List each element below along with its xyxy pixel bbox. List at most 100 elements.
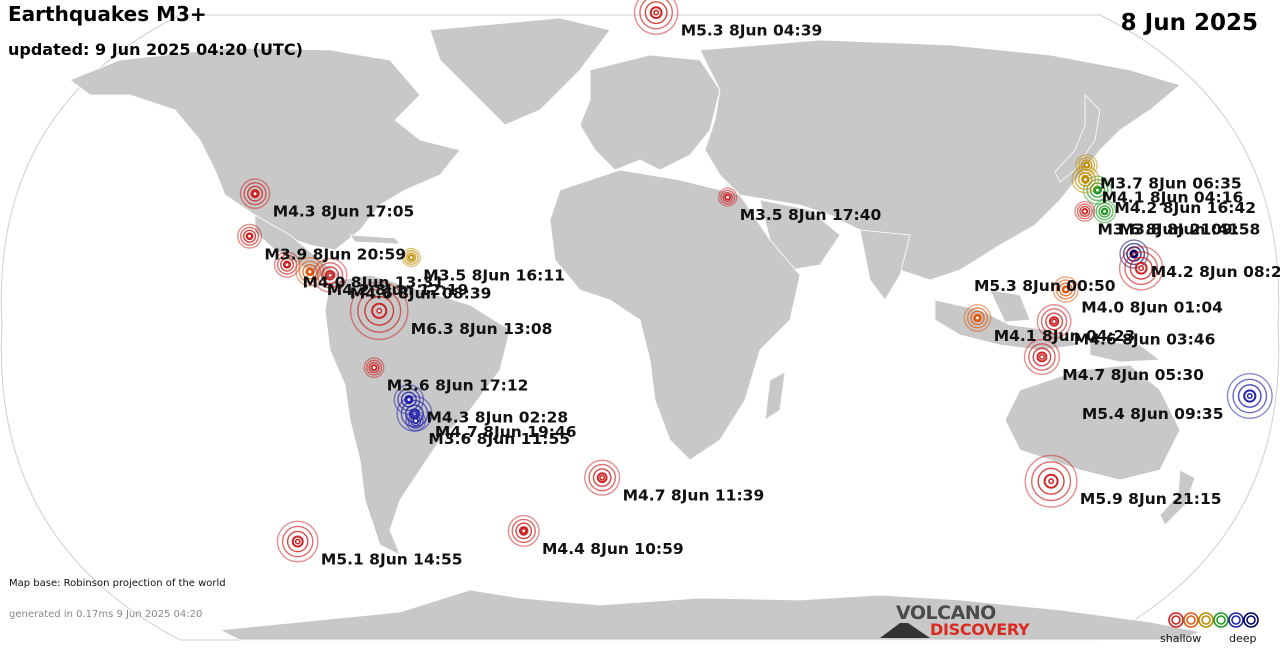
quake-label: M4.1 8Jun 04:23 — [994, 327, 1136, 345]
quake-ring — [406, 252, 417, 263]
quake-epicenter — [1081, 208, 1088, 215]
quake-marker[interactable] — [276, 520, 319, 563]
quake-marker[interactable] — [349, 281, 409, 341]
quake-epicenter — [1138, 265, 1145, 272]
quake-ring — [1036, 304, 1072, 339]
quake-label: M4.7 8Jun 05:30 — [1062, 366, 1204, 384]
quake-epicenter — [1048, 478, 1055, 485]
legend-ring — [1171, 615, 1181, 625]
quake-ring — [312, 257, 348, 293]
quake-ring — [1076, 203, 1093, 220]
quake-epicenter — [294, 538, 301, 545]
legend-ring — [1198, 612, 1214, 628]
quake-ring — [1079, 205, 1091, 218]
land-masses — [69, 17, 1202, 641]
quake-marker[interactable] — [312, 257, 348, 293]
quake-marker[interactable] — [1023, 338, 1061, 376]
quake-label: M4.7 8Jun 19:46 — [435, 423, 577, 441]
landmass-africa — [549, 169, 801, 461]
quake-ring — [722, 191, 733, 203]
quake-ring — [1086, 179, 1109, 202]
quake-ring — [363, 357, 385, 378]
volcano-discovery-logo[interactable]: VOLCANO DISCOVERY — [880, 602, 1040, 642]
quake-marker[interactable] — [401, 247, 421, 268]
quake-label: M4.6 8Jun 03:46 — [1074, 330, 1216, 348]
quake-marker[interactable] — [717, 187, 738, 207]
quake-epicenter — [653, 9, 660, 16]
quake-epicenter — [520, 527, 527, 534]
quake-ring — [1243, 389, 1257, 403]
quake-ring — [291, 535, 304, 548]
quake-ring — [584, 459, 621, 496]
quake-ring — [405, 410, 427, 432]
legend-ring — [1201, 615, 1211, 625]
quake-ring — [644, 1, 668, 25]
legend-ring — [1243, 612, 1259, 628]
quake-marker[interactable] — [1071, 165, 1100, 194]
quake-marker[interactable] — [273, 251, 301, 278]
quake-marker[interactable] — [1052, 276, 1079, 303]
quake-ring — [371, 302, 388, 319]
legend-ring — [1168, 612, 1184, 628]
landmass-antarctica — [218, 589, 1202, 641]
landmass-australia — [1004, 364, 1181, 481]
quake-label: M4.4 8Jun 10:59 — [542, 540, 684, 558]
quake-marker[interactable] — [1074, 200, 1096, 222]
quake-ring — [410, 415, 422, 427]
quake-epicenter — [371, 364, 378, 371]
quake-marker[interactable] — [1036, 304, 1072, 339]
quake-label: M4.6 8Jun 08:39 — [350, 284, 492, 302]
quake-ring — [298, 260, 322, 283]
quake-marker[interactable] — [633, 0, 679, 35]
quake-label: M3.6 8Jun 21:41 — [1098, 220, 1240, 238]
legend-ring — [1213, 612, 1229, 628]
landmass-europe — [579, 54, 721, 171]
quake-ring — [1023, 338, 1061, 376]
quake-ring — [515, 522, 533, 540]
quake-label: M4.2 8Jun 08:27 — [1151, 263, 1280, 281]
legend-ring — [1186, 615, 1196, 625]
quake-marker[interactable] — [1118, 245, 1164, 291]
quake-marker[interactable] — [295, 257, 325, 287]
quake-label: M3.5 8Jun 16:11 — [423, 267, 565, 285]
quake-marker[interactable] — [239, 178, 271, 209]
quake-marker[interactable] — [405, 410, 427, 432]
landmass-new-guinea — [1089, 339, 1162, 363]
quake-ring — [588, 463, 616, 492]
legend-ring — [1246, 615, 1256, 625]
quake-ring — [1226, 373, 1273, 420]
quake-ring — [1237, 384, 1262, 408]
quake-label: M4.1 8Jun 04:16 — [1102, 189, 1244, 207]
quake-marker[interactable] — [237, 223, 263, 249]
quake-marker[interactable] — [1024, 454, 1078, 508]
quake-ring — [295, 257, 325, 287]
generated-info: generated in 0.17ms 9 Jun 2025 04:20 — [9, 609, 203, 620]
quake-ring — [633, 0, 679, 35]
quake-ring — [973, 313, 982, 323]
quake-label: M5.1 8Jun 14:55 — [321, 551, 463, 569]
map-title: Earthquakes M3+ — [8, 2, 207, 26]
quake-marker[interactable] — [1092, 199, 1117, 224]
quake-ring — [639, 0, 674, 30]
quake-marker[interactable] — [963, 303, 992, 332]
quake-epicenter — [599, 474, 606, 481]
quake-marker[interactable] — [584, 459, 621, 496]
quake-ring — [368, 362, 380, 374]
quake-ring — [1061, 285, 1070, 294]
quake-label: M3.6 8Jun 11:55 — [428, 430, 570, 448]
quake-ring — [592, 468, 612, 488]
quake-label: M3.5 8Jun 17:40 — [740, 206, 882, 224]
quake-ring — [1134, 261, 1148, 275]
quake-ring — [507, 514, 540, 547]
quake-marker[interactable] — [507, 514, 540, 547]
logo-line-2: DISCOVERY — [930, 620, 1030, 639]
quake-ring — [282, 260, 292, 269]
quake-ring — [397, 387, 421, 412]
quake-ring — [407, 412, 424, 429]
quake-ring — [403, 250, 419, 266]
quake-marker[interactable] — [1226, 373, 1273, 420]
quake-marker[interactable] — [363, 357, 385, 378]
landmass-greenland — [429, 17, 611, 126]
quake-ring — [240, 226, 260, 246]
quake-ring — [970, 310, 985, 326]
